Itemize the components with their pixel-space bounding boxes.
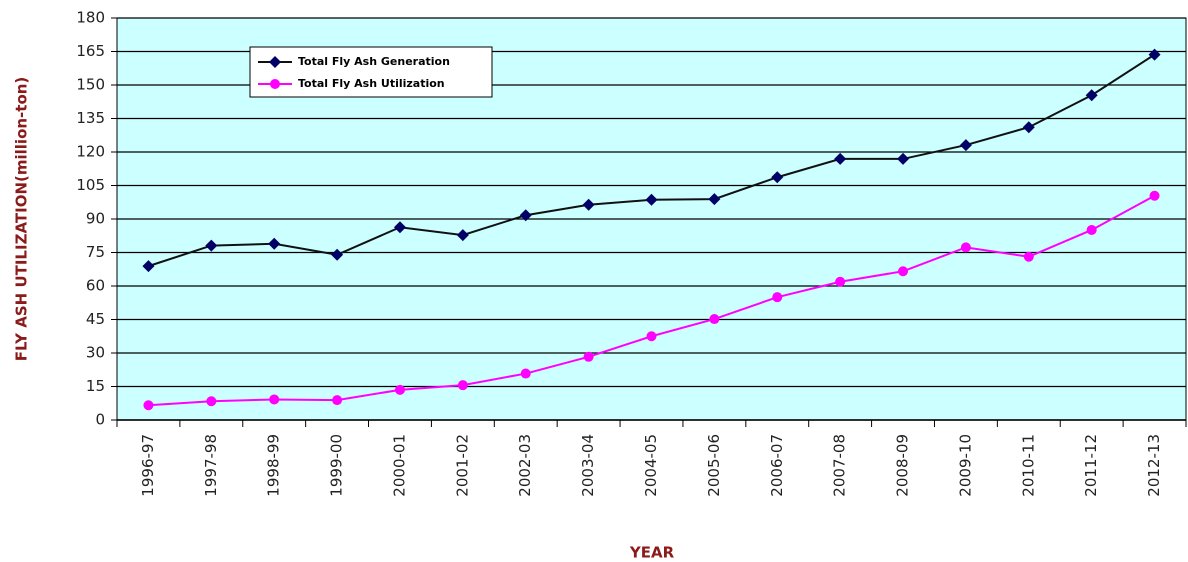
circle-marker	[269, 394, 280, 405]
diamond-marker	[269, 56, 281, 68]
x-tick-label: 1997-98	[202, 434, 220, 497]
diamond-marker	[268, 237, 281, 250]
y-tick-label: 75	[86, 243, 105, 261]
y-tick-label: 150	[76, 76, 105, 94]
y-axis-title: FLY ASH UTILIZATION(million-ton)	[13, 77, 31, 362]
circle-marker	[394, 384, 405, 395]
circle-marker	[457, 380, 468, 391]
circle-marker	[332, 395, 343, 406]
y-tick-label: 165	[76, 42, 105, 60]
diamond-marker	[1148, 48, 1161, 61]
x-tick-label: 2011-12	[1082, 434, 1100, 497]
diamond-marker	[771, 171, 784, 184]
diamond-marker	[959, 139, 972, 152]
y-tick-label: 0	[95, 411, 105, 429]
x-tick-label: 2008-09	[894, 434, 912, 497]
diamond-marker	[519, 209, 532, 222]
diamond-marker	[582, 198, 595, 211]
x-tick-label: 2000-01	[390, 434, 408, 497]
diamond-marker	[393, 221, 406, 234]
x-tick-label: 1999-00	[328, 434, 346, 497]
diamond-marker	[1022, 121, 1035, 134]
x-tick-label: 2001-02	[453, 434, 471, 497]
circle-marker	[772, 292, 783, 303]
diamond-marker	[1085, 89, 1098, 102]
y-tick-label: 90	[86, 210, 105, 228]
diamond-marker	[331, 248, 344, 261]
x-tick-label: 1996-97	[139, 434, 157, 497]
y-tick-label: 135	[76, 109, 105, 127]
diamond-marker	[645, 193, 658, 206]
diamond-marker	[708, 193, 721, 206]
x-axis-title: YEAR	[629, 544, 675, 562]
x-tick-label: 2005-06	[705, 434, 723, 497]
circle-marker	[960, 242, 971, 253]
circle-marker	[583, 351, 594, 362]
diamond-marker	[142, 260, 155, 273]
x-tick-label: 2004-05	[642, 434, 660, 497]
circle-marker	[709, 314, 720, 325]
diamond-marker	[834, 152, 847, 165]
y-tick-label: 30	[86, 344, 105, 362]
circle-marker	[898, 266, 909, 277]
circle-marker	[1086, 224, 1097, 235]
circle-marker	[270, 79, 280, 89]
diamond-marker	[205, 239, 218, 252]
x-tick-label: 2010-11	[1019, 434, 1037, 497]
x-tick-label: 2007-08	[831, 434, 849, 497]
y-tick-label: 180	[76, 9, 105, 27]
diamond-marker	[897, 152, 910, 165]
legend-box	[249, 46, 493, 98]
y-tick-label: 60	[86, 277, 105, 295]
circle-marker	[1149, 190, 1160, 201]
circle-marker	[143, 400, 154, 411]
circle-marker	[206, 396, 217, 407]
y-tick-label: 45	[86, 310, 105, 328]
x-tick-label: 2012-13	[1145, 434, 1163, 497]
x-tick-label: 2009-10	[956, 434, 974, 497]
y-tick-label: 15	[86, 377, 105, 395]
circle-marker	[646, 331, 657, 342]
legend-label: Total Fly Ash Generation	[298, 55, 450, 68]
x-tick-label: 2002-03	[516, 434, 534, 497]
y-tick-label: 120	[76, 143, 105, 161]
x-tick-label: 1998-99	[265, 434, 283, 497]
x-tick-label: 2006-07	[768, 434, 786, 497]
diamond-marker	[456, 229, 469, 242]
circle-marker	[835, 276, 846, 287]
y-tick-label: 105	[76, 176, 105, 194]
circle-marker	[1023, 251, 1034, 262]
x-tick-label: 2003-04	[579, 434, 597, 497]
legend-label: Total Fly Ash Utilization	[298, 77, 445, 90]
circle-marker	[520, 368, 531, 379]
